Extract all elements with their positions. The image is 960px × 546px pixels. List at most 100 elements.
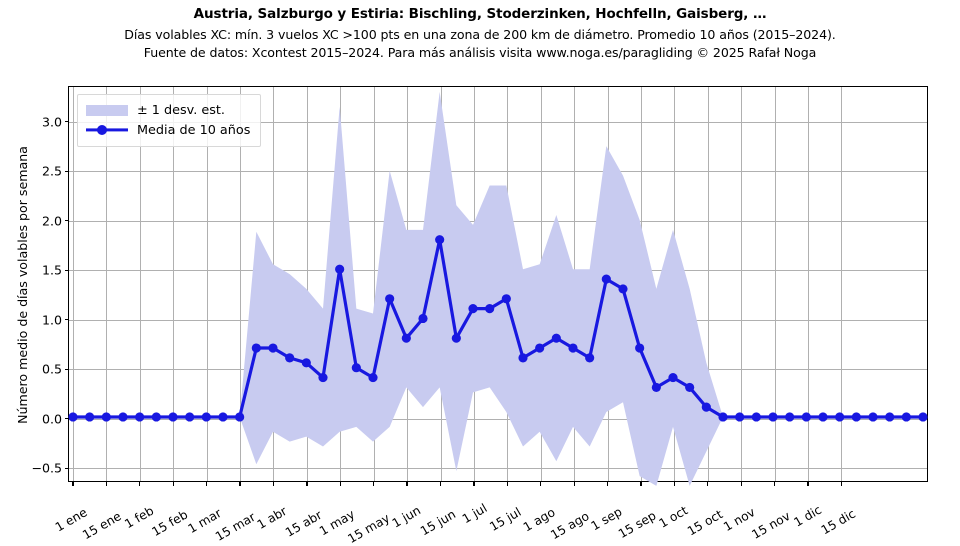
data-point-marker <box>151 412 161 422</box>
y-tick-mark <box>64 170 69 172</box>
gridline-vertical <box>106 87 108 481</box>
y-tick-label: 2.0 <box>41 213 62 229</box>
data-point-marker <box>568 343 578 353</box>
gridline-vertical <box>808 87 810 481</box>
gridline-horizontal <box>69 171 927 173</box>
y-tick-mark <box>64 368 69 370</box>
data-point-marker <box>451 333 461 343</box>
data-point-marker <box>301 358 311 368</box>
legend-item-line: Media de 10 años <box>86 120 250 140</box>
y-tick-mark <box>64 269 69 271</box>
legend-line-label: Media de 10 años <box>137 122 251 138</box>
x-tick-mark <box>172 481 174 486</box>
chart-title: Austria, Salzburgo y Estiria: Bischling,… <box>193 6 767 22</box>
data-point-marker <box>618 284 628 294</box>
legend-item-band: ± 1 desv. est. <box>86 100 250 120</box>
gridline-vertical <box>707 87 709 481</box>
y-tick-mark <box>64 121 69 123</box>
data-point-marker <box>868 412 878 422</box>
data-point-marker <box>601 274 611 284</box>
gridline-vertical <box>841 87 843 481</box>
x-tick-mark <box>640 481 642 486</box>
gridline-vertical <box>73 87 74 481</box>
data-point-marker <box>535 343 545 353</box>
x-tick-mark <box>439 481 442 486</box>
gridline-vertical <box>306 87 308 481</box>
x-tick-mark <box>239 481 241 486</box>
gridline-vertical <box>240 87 242 481</box>
data-point-marker <box>401 333 411 343</box>
data-point-marker <box>385 294 395 304</box>
y-tick-label: −0.5 <box>31 460 62 476</box>
gridline-horizontal <box>69 121 927 123</box>
title-block: Austria, Salzburgo y Estiria: Bischling,… <box>0 0 960 60</box>
data-point-marker <box>635 343 645 353</box>
data-point-marker <box>85 412 95 422</box>
x-tick-mark <box>406 481 408 486</box>
gridline-vertical <box>774 87 776 481</box>
std-dev-band <box>72 91 924 486</box>
x-tick-mark <box>673 481 676 486</box>
x-tick-mark <box>540 481 542 486</box>
x-tick-mark <box>139 481 141 486</box>
x-tick-mark <box>373 481 375 486</box>
data-point-marker <box>468 304 478 314</box>
data-point-marker <box>351 363 361 373</box>
data-point-marker <box>218 412 228 422</box>
data-point-marker <box>435 235 445 245</box>
x-tick-label: 15 dic <box>819 506 859 538</box>
x-tick-mark <box>573 481 575 486</box>
data-point-marker <box>201 412 211 422</box>
data-point-marker <box>418 313 428 324</box>
data-point-marker <box>251 343 261 353</box>
data-point-marker <box>835 412 845 422</box>
chart-subtitle: Días volables XC: mín. 3 vuelos XC >100 … <box>124 27 836 42</box>
data-point-marker <box>335 264 345 274</box>
data-point-marker <box>851 412 861 422</box>
gridline-horizontal <box>69 468 927 470</box>
data-point-marker <box>585 353 595 363</box>
legend-band-label: ± 1 desv. est. <box>137 102 226 118</box>
data-point-marker <box>68 412 78 422</box>
y-tick-label: 1.5 <box>41 262 62 278</box>
data-point-marker <box>235 412 245 422</box>
x-tick-mark <box>206 481 208 486</box>
data-point-marker <box>801 412 811 422</box>
y-tick-mark <box>64 319 69 321</box>
data-point-marker <box>685 382 695 393</box>
x-tick-mark <box>707 481 709 486</box>
gridline-horizontal <box>69 418 927 420</box>
y-tick-label: 2.5 <box>41 163 62 179</box>
legend-band-swatch <box>86 104 128 116</box>
gridline-vertical <box>206 87 208 481</box>
data-point-marker <box>768 412 778 422</box>
x-tick-mark <box>306 481 308 486</box>
x-tick-mark <box>272 481 275 486</box>
x-tick-label: 15 abr <box>282 507 325 540</box>
y-tick-mark <box>64 467 69 469</box>
data-point-marker <box>368 372 378 383</box>
data-point-marker <box>701 402 711 412</box>
x-tick-label: 15 jul <box>487 504 524 535</box>
data-point-marker <box>318 372 328 383</box>
chart-source-note: Fuente de datos: Xcontest 2015–2024. Par… <box>143 45 817 60</box>
y-tick-label: 0.5 <box>41 361 62 377</box>
data-point-marker <box>551 333 561 343</box>
data-point-marker <box>268 343 278 353</box>
x-tick-mark <box>72 481 74 486</box>
x-tick-mark <box>774 481 776 486</box>
x-tick-mark <box>840 481 843 486</box>
x-tick-mark <box>339 481 341 486</box>
data-point-marker <box>485 304 495 314</box>
data-point-marker <box>518 353 528 363</box>
data-point-marker <box>918 412 928 422</box>
x-tick-mark <box>807 481 809 486</box>
data-point-marker <box>501 294 511 304</box>
x-tick-mark <box>105 481 108 486</box>
x-tick-mark <box>606 481 609 486</box>
y-tick-label: 0.0 <box>41 411 62 427</box>
gridline-vertical <box>139 87 141 481</box>
gridline-vertical <box>173 87 175 481</box>
y-axis-label: Número medio de días volables por semana <box>15 146 30 424</box>
data-point-marker <box>785 412 795 422</box>
